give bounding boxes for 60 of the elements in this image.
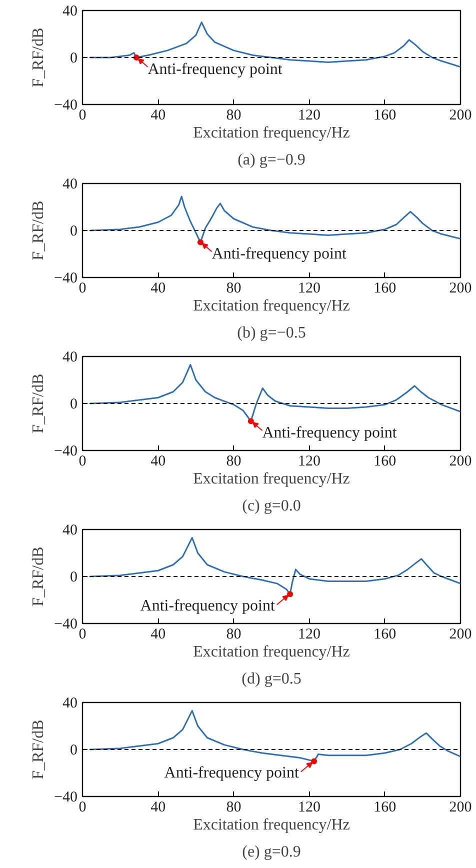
y-tick-label: −40 [54, 444, 78, 460]
y-tick-label: −40 [54, 790, 78, 806]
text: (b) g=−0.5 [237, 324, 306, 342]
x-tick-label: 80 [226, 454, 242, 470]
x-tick-label: 120 [298, 626, 321, 642]
x-tick-label: 200 [449, 108, 472, 124]
x-axis-title: Excitation frequency/Hz [193, 124, 350, 142]
x-tick-label: 80 [226, 626, 242, 642]
y-axis-title: F_RF/dB [30, 28, 48, 88]
annotation: Anti-frequency point [148, 60, 283, 78]
y-tick-label: 40 [62, 176, 78, 192]
y-tick-label: 0 [70, 50, 78, 66]
annotation: Anti-frequency point [212, 246, 347, 262]
x-tick-label: 40 [150, 626, 166, 642]
annotation: Anti-frequency point [164, 764, 300, 782]
y-tick-label: −40 [54, 616, 78, 632]
y-tick-label: −40 [54, 270, 78, 286]
text: (e) g=0.9 [242, 844, 301, 860]
text: (d) g=0.5 [242, 670, 302, 688]
x-tick-label: 40 [150, 454, 166, 470]
y-axis-title: F_RF/dB [30, 720, 48, 780]
x-tick-label: 160 [374, 800, 396, 816]
x-tick-label: 40 [150, 280, 166, 296]
y-tick-label: 40 [62, 4, 78, 20]
y-tick-label: 0 [70, 224, 78, 240]
y-axis-title: F_RF/dB [30, 546, 48, 606]
annotation: Anti-frequency point [140, 597, 276, 614]
x-tick-label: 80 [226, 280, 242, 296]
x-tick-label: 160 [374, 626, 396, 642]
x-tick-label: 200 [449, 800, 472, 816]
x-tick-label: 160 [374, 454, 396, 470]
x-axis-title: Excitation frequency/Hz [193, 816, 350, 834]
x-axis-title: Excitation frequency/Hz [193, 298, 350, 314]
y-tick-label: 0 [70, 396, 78, 412]
x-tick-label: 200 [449, 454, 472, 470]
y-tick-label: 0 [70, 570, 78, 586]
annotation: Anti-frequency point [262, 424, 398, 442]
x-tick-label: 200 [449, 280, 472, 296]
y-tick-label: 40 [62, 696, 78, 712]
x-tick-label: 80 [226, 800, 242, 816]
x-tick-label: 160 [374, 280, 396, 296]
x-tick-label: 120 [298, 454, 321, 470]
x-tick-label: 80 [226, 108, 242, 124]
x-tick-label: 40 [150, 108, 166, 124]
y-tick-label: 40 [62, 522, 78, 538]
x-tick-label: 120 [298, 800, 321, 816]
y-axis-title: F_RF/dB [30, 374, 48, 434]
y-tick-label: 0 [70, 742, 78, 758]
y-tick-label: 40 [62, 350, 78, 366]
x-axis-title: Excitation frequency/Hz [193, 470, 350, 488]
x-tick-label: 160 [374, 108, 396, 124]
x-tick-label: 40 [150, 800, 166, 816]
text: (c) g=0.0 [242, 498, 301, 514]
y-tick-label: −40 [54, 98, 78, 114]
x-axis-title: Excitation frequency/Hz [193, 644, 350, 660]
x-tick-label: 120 [298, 280, 321, 296]
text: (a) g=−0.9 [238, 152, 306, 168]
x-tick-label: 200 [449, 626, 472, 642]
x-tick-label: 120 [298, 108, 321, 124]
y-axis-title: F_RF/dB [30, 200, 48, 260]
